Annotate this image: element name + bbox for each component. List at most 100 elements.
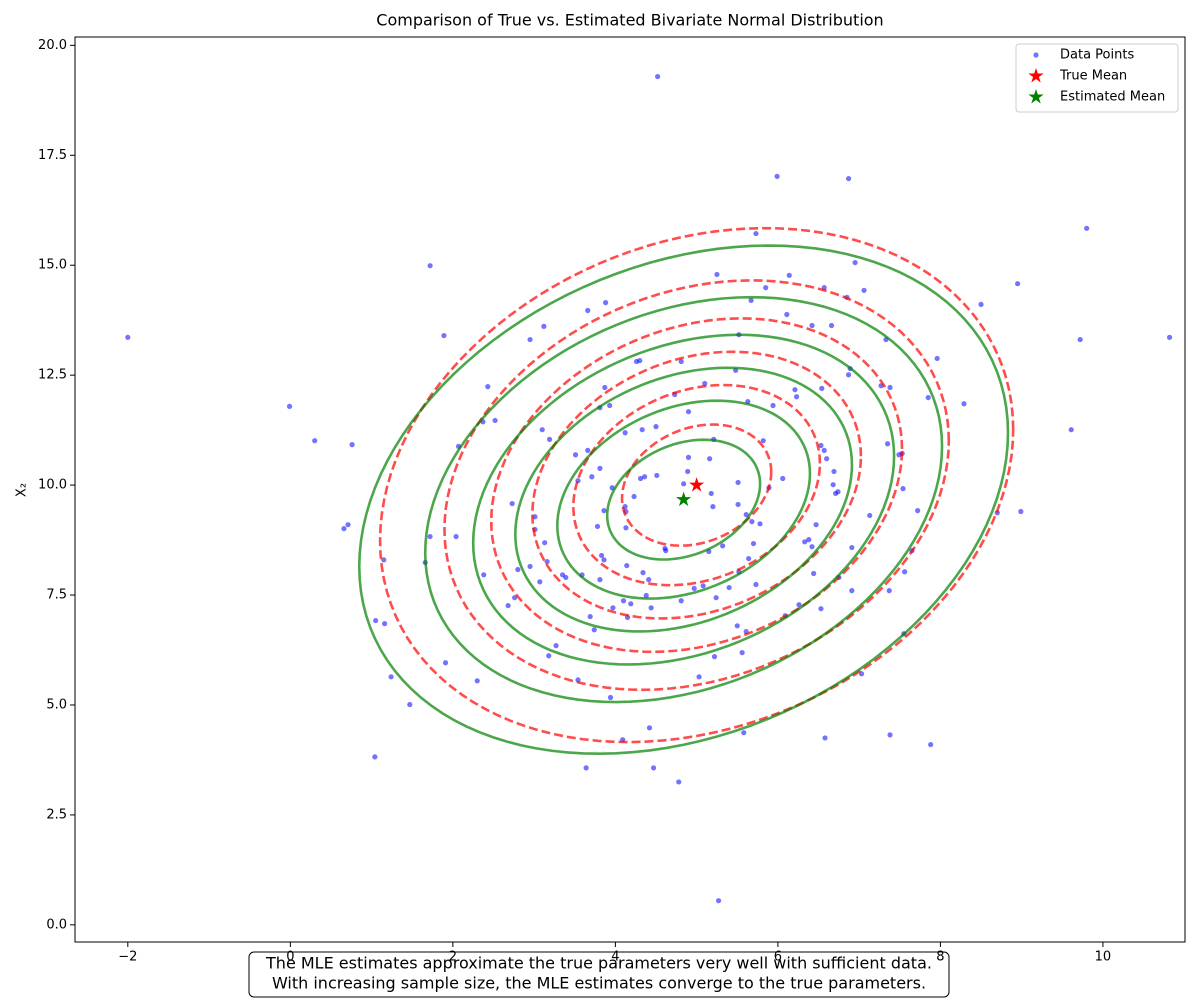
data-point [512,595,518,601]
data-point [793,394,800,400]
data-point [610,605,616,611]
data-point [631,493,637,500]
data-point [685,468,691,475]
data-point [640,570,646,576]
data-point [809,544,815,550]
data-point [821,447,827,453]
annotation-box [248,951,950,998]
data-point [713,595,719,601]
y-tick-label: 2.5 [46,807,67,822]
y-tick-label: 7.5 [46,588,67,603]
data-point [663,548,669,554]
data-point [726,584,732,591]
annotation: The MLE estimates approximate the true p… [248,951,950,998]
y-tick-label: 20.0 [38,38,67,53]
data-point [639,427,645,433]
legend-marker [1028,89,1044,104]
data-point [691,585,697,592]
data-point [835,489,841,495]
data-point [544,559,550,565]
x-tick-label: 0 [286,950,294,965]
x-tick-label: −2 [118,950,137,965]
data-point [597,465,603,471]
x-tick-label: 4 [611,950,619,965]
data-point [760,438,766,444]
data-point [637,475,644,482]
contour-line [620,423,773,547]
y-tick-label: 17.5 [38,148,67,163]
data-point [539,427,545,433]
data-point [125,334,131,340]
data-point [492,417,498,424]
y-tick-label: 0.0 [46,917,67,932]
data-point [714,271,720,278]
data-point [734,623,740,629]
data-point [388,674,394,680]
data-point [743,511,749,518]
legend-label: True Mean [1059,69,1127,84]
data-point [541,323,547,329]
data-point [802,539,808,545]
data-point [598,552,605,559]
legend-marker [1033,52,1039,58]
x-tick-label: 2 [449,950,457,965]
data-point [1068,427,1074,433]
legend: Data Points True Mean Estimated Mean [1015,43,1179,113]
x-tick-label: 10 [1095,950,1112,965]
data-point [811,570,817,577]
data-point [806,537,812,543]
data-point [818,442,824,449]
data-point [784,311,790,318]
data-point [1018,508,1024,515]
y-tick-label: 15.0 [38,258,67,273]
contour-line [605,438,762,561]
mean-marker [689,477,705,492]
data-point [563,574,569,581]
data-point [780,475,786,482]
data-point [809,322,815,329]
data-point [884,441,891,447]
data-point [750,540,757,547]
data-point [708,490,714,497]
data-point [602,384,608,391]
legend-label: Estimated Mean [1060,90,1165,105]
data-point [575,677,581,683]
annotation-line: The MLE estimates approximate the true p… [265,954,932,973]
contour-line [514,366,854,633]
data-point [585,447,591,453]
data-point [505,602,511,609]
mean-marker [676,491,692,507]
axes-frame [74,36,1186,943]
data-point [978,301,984,307]
data-point [845,175,852,182]
data-point [774,173,780,179]
y-tick-label: 5.0 [46,697,67,712]
data-point [624,562,630,569]
data-point [1166,334,1173,340]
y-tick-label: 10.0 [38,478,67,493]
data-point [735,479,741,486]
data-point [441,332,447,339]
data-point [345,522,351,528]
data-point [757,521,763,527]
data-point [349,442,355,448]
data-point [849,588,855,594]
data-point [676,779,682,785]
data-point [537,579,543,585]
data-point [925,394,931,401]
contour-line [531,350,863,620]
contour-line [443,279,951,692]
data-point [961,401,967,407]
data-point [572,452,579,458]
data-point [591,627,597,633]
data-point [887,732,893,738]
contour-line [378,226,1015,744]
data-point [607,402,613,409]
data-point [637,358,643,364]
data-point [453,533,459,540]
data-point [601,557,607,563]
data-point [902,569,908,575]
data-point [849,544,855,551]
data-point [381,621,388,627]
